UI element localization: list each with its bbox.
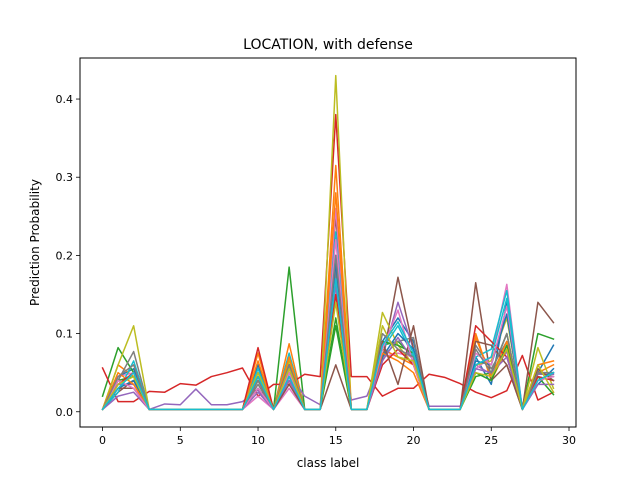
series-line-20 <box>101 278 555 411</box>
series-lines <box>101 74 555 411</box>
x-tick-label: 10 <box>251 434 265 447</box>
x-axis-ticks: 0 5 10 15 20 25 30 <box>99 427 576 447</box>
x-axis-label: class label <box>297 456 360 470</box>
x-tick-label: 0 <box>99 434 106 447</box>
chart-title: LOCATION, with defense <box>243 37 413 53</box>
x-tick-label: 20 <box>407 434 421 447</box>
y-tick-label: 0.4 <box>56 93 74 106</box>
x-tick-label: 15 <box>329 434 343 447</box>
plot-frame <box>79 57 577 428</box>
x-tick-label: 5 <box>177 434 184 447</box>
y-axis-label: Prediction Probability <box>28 179 42 306</box>
y-axis-ticks: 0.0 0.1 0.2 0.3 0.4 <box>56 93 80 419</box>
x-tick-label: 30 <box>562 434 576 447</box>
y-tick-label: 0.3 <box>56 171 74 184</box>
x-tick-label: 25 <box>484 434 498 447</box>
y-tick-label: 0.2 <box>56 249 74 262</box>
y-tick-label: 0.1 <box>56 328 74 341</box>
y-tick-label: 0.0 <box>56 406 74 419</box>
